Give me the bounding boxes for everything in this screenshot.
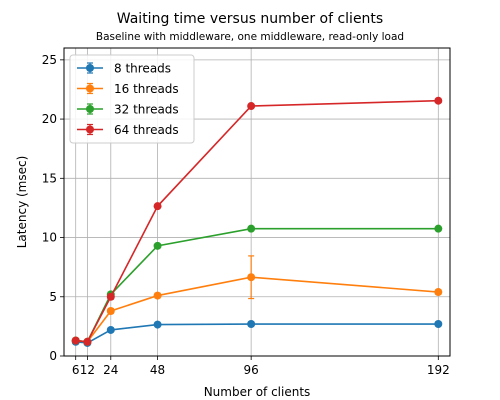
x-tick-label: 96 xyxy=(244,363,259,377)
x-tick-label: 192 xyxy=(427,363,450,377)
data-point xyxy=(434,288,443,297)
data-point xyxy=(106,292,115,301)
y-tick-label: 25 xyxy=(42,53,57,67)
legend-marker xyxy=(86,105,94,113)
data-point xyxy=(153,241,162,250)
data-point xyxy=(247,102,256,111)
series-line xyxy=(75,276,439,343)
legend-item: 64 threads xyxy=(77,123,179,137)
legend-marker xyxy=(86,125,94,134)
y-tick-label: 5 xyxy=(49,290,57,304)
legend-label: 64 threads xyxy=(114,123,179,137)
legend-marker xyxy=(86,84,94,93)
legend-item: 8 threads xyxy=(77,62,171,76)
x-axis-label: Number of clients xyxy=(204,385,311,399)
data-point xyxy=(247,273,256,282)
y-tick-label: 0 xyxy=(49,349,57,363)
legend-label: 16 threads xyxy=(114,82,179,96)
legend-box xyxy=(69,54,195,144)
data-point xyxy=(153,202,162,211)
y-axis-label: Latency (msec) xyxy=(15,156,29,249)
data-point xyxy=(247,224,256,233)
x-tick-label: 6 xyxy=(72,363,80,377)
legend-item: 16 threads xyxy=(77,82,179,96)
data-point xyxy=(153,320,162,329)
x-tick-label: 48 xyxy=(150,363,165,377)
series-line xyxy=(75,323,439,344)
series-64-threads xyxy=(71,96,443,346)
legend: 8 threads 16 threads 32 threads 64 threads xyxy=(69,54,195,144)
legend-label: 8 threads xyxy=(114,62,171,76)
legend-marker xyxy=(86,64,94,72)
axis-ticks: 6 12 24 48 96 192 0 5 10 15 20 25 xyxy=(42,53,450,377)
legend-label: 32 threads xyxy=(114,103,179,117)
series-8-threads xyxy=(71,320,443,347)
series-group xyxy=(71,96,443,347)
y-tick-label: 15 xyxy=(42,171,57,185)
data-point xyxy=(153,291,162,300)
data-point xyxy=(83,337,92,346)
data-point xyxy=(247,320,256,329)
legend-item: 32 threads xyxy=(77,103,179,117)
chart-title: Waiting time versus number of clients xyxy=(117,11,383,27)
y-tick-label: 10 xyxy=(42,231,57,245)
data-point xyxy=(106,306,115,315)
data-point xyxy=(434,320,443,329)
data-point xyxy=(106,325,115,334)
y-tick-label: 20 xyxy=(42,112,57,126)
plot-area-frame xyxy=(63,47,451,357)
x-tick-label: 12 xyxy=(80,363,95,377)
data-point xyxy=(434,224,443,233)
chart-subtitle: Baseline with middleware, one middleware… xyxy=(96,31,404,43)
x-tick-label: 24 xyxy=(103,363,118,377)
data-point xyxy=(434,96,443,105)
data-point xyxy=(71,336,80,345)
series-16-threads xyxy=(71,255,443,346)
